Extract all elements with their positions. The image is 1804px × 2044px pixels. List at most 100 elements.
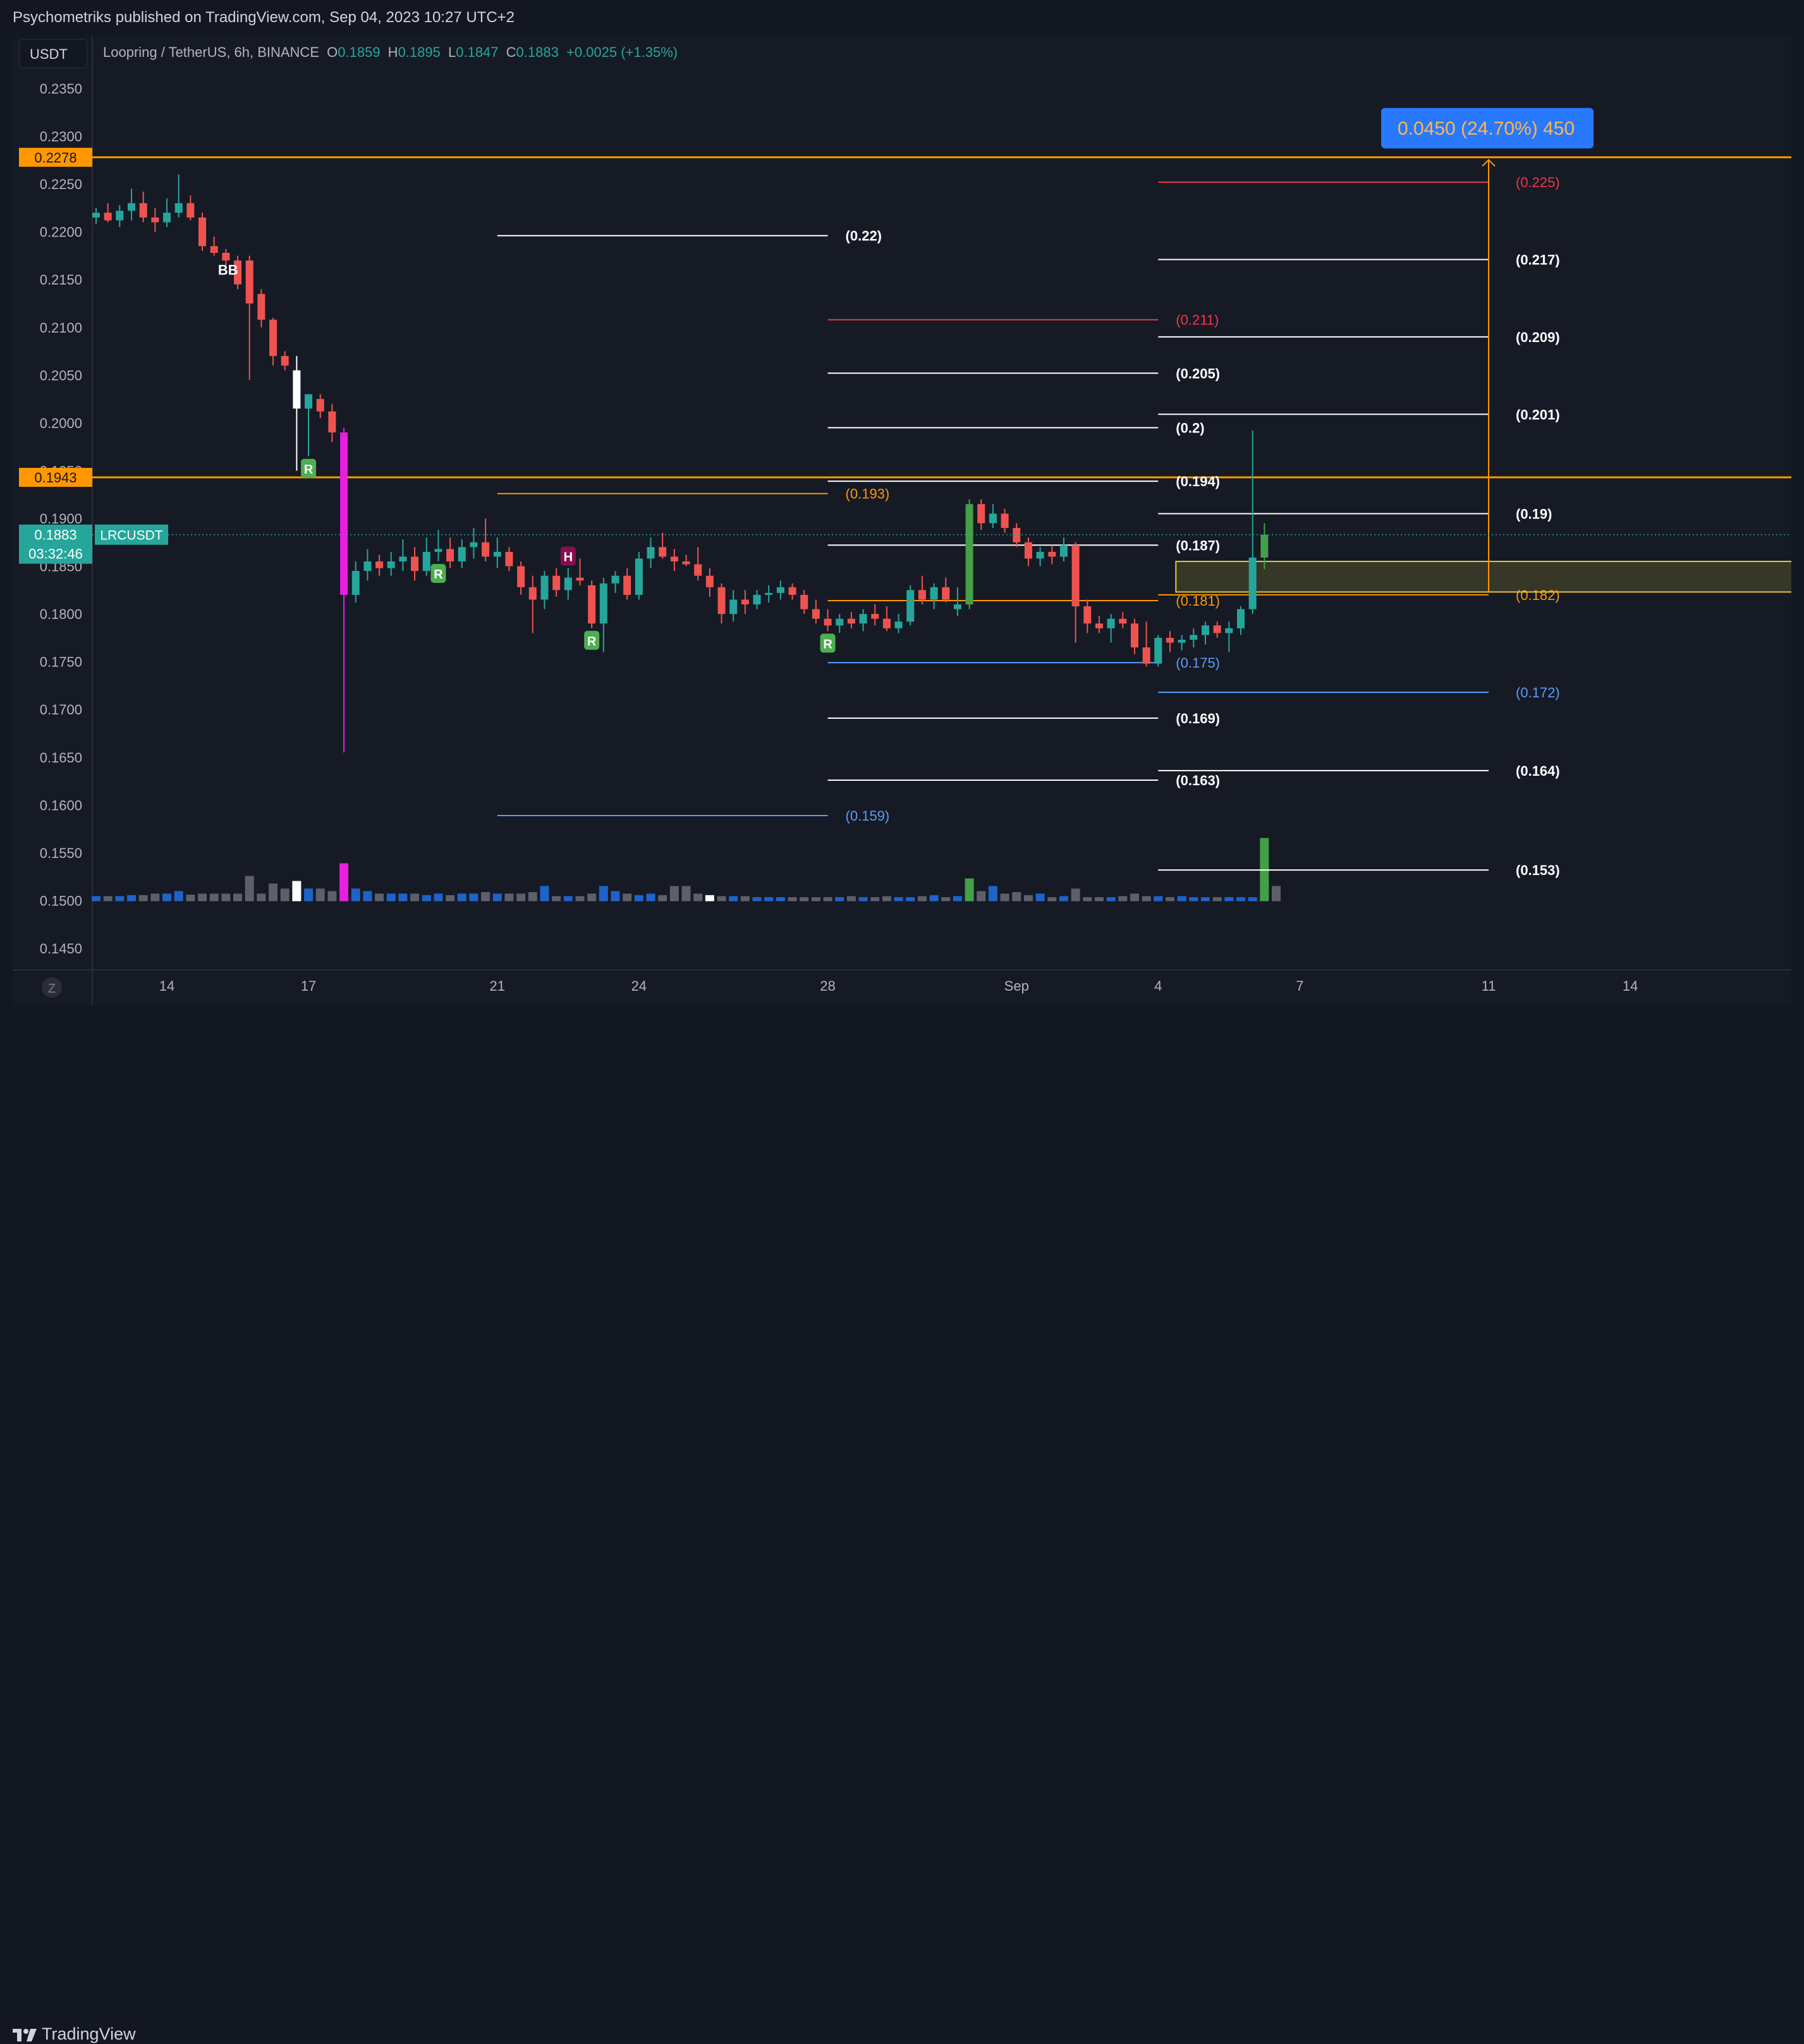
volume-bar: [776, 897, 785, 902]
volume-bar: [221, 893, 231, 902]
candle-body: [859, 614, 867, 624]
timezone-button-label: Z: [48, 982, 56, 996]
candle-body: [517, 566, 525, 587]
fib-level-label: (0.153): [1516, 862, 1560, 878]
price-axis-tick: 0.1700: [40, 702, 82, 718]
candle-body: [245, 260, 253, 303]
candle-body: [989, 513, 997, 523]
candle-body: [847, 618, 855, 624]
symbol-tag-bg: [95, 524, 168, 545]
chart-canvas[interactable]: 0.2350 0.2300 0.2250 0.2200 0.2150 0.2100 0.20…: [13, 37, 1791, 1005]
time-axis-tick: 14: [159, 978, 174, 994]
tradingview-logo-icon: [13, 2028, 37, 2041]
candle-body: [340, 432, 348, 595]
volume-bar: [977, 891, 986, 902]
candle-body: [576, 577, 584, 581]
fib-level-label: (0.209): [1516, 329, 1560, 345]
volume-bar: [162, 893, 172, 902]
candle-body: [882, 618, 891, 628]
price-axis-tick: 0.2350: [40, 81, 82, 97]
price-axis-tick: 0.1800: [40, 606, 82, 622]
fib-level-label: (0.19): [1516, 506, 1552, 522]
volume-bar: [1224, 897, 1234, 902]
candle-body: [351, 571, 360, 595]
volume-bar: [611, 891, 620, 902]
fib-level-label: (0.163): [1176, 773, 1220, 788]
volume-bar: [540, 886, 549, 902]
volume-bar: [315, 888, 325, 902]
candle-body: [139, 203, 147, 217]
volume-bar: [386, 893, 396, 902]
candle-body: [1260, 534, 1269, 558]
candle-body: [918, 590, 926, 600]
chart-pane[interactable]: 0.2350 0.2300 0.2250 0.2200 0.2150 0.2100 0.20…: [13, 37, 1791, 1005]
legend-low: 0.1847: [456, 44, 499, 60]
legend-c-label: C: [506, 44, 516, 60]
candle-body: [1142, 647, 1150, 664]
symbol-search-button[interactable]: USDT: [19, 39, 87, 68]
volume-bar: [457, 893, 466, 902]
volume-bar: [434, 893, 443, 902]
volume-bar: [1177, 896, 1186, 902]
volume-bar: [233, 893, 243, 902]
volume-bar: [304, 888, 314, 902]
candle-body: [1166, 637, 1174, 643]
volume-bar: [646, 893, 655, 902]
price-axis-tick: 0.1450: [40, 941, 82, 957]
price-axis-tick: 0.2050: [40, 367, 82, 383]
candle-body: [717, 587, 726, 615]
top-bar: Psychometriks published on TradingView.c…: [0, 0, 1804, 38]
candle-body: [375, 561, 384, 568]
legend-title: Loopring / TetherUS, 6h, BINANCE: [103, 44, 319, 60]
candle-body: [1071, 545, 1080, 607]
volume-bar: [882, 896, 891, 902]
fib-level-label: (0.205): [1176, 365, 1220, 381]
candle-body: [128, 203, 136, 211]
candle-body: [871, 614, 879, 619]
candle-body: [528, 587, 537, 600]
candle-body: [387, 561, 395, 568]
price-axis-tick: 0.2250: [40, 176, 82, 192]
volume-bar: [280, 888, 289, 902]
timezone-button[interactable]: [42, 977, 62, 998]
volume-bar: [150, 893, 160, 902]
volume-bar: [327, 891, 337, 902]
volume-bar: [269, 883, 278, 902]
candle-body: [1190, 635, 1198, 640]
volume-bar: [835, 897, 844, 902]
candle-body: [824, 618, 832, 626]
fib-level-label: (0.194): [1176, 474, 1220, 489]
volume-bar: [245, 876, 254, 902]
price-axis-tick: 0.2100: [40, 320, 82, 336]
price-axis-tick: 0.1650: [40, 750, 82, 766]
current-price-label-bg: [19, 524, 92, 564]
fib-level-label: (0.175): [1176, 655, 1220, 671]
candle-body: [1001, 513, 1009, 529]
position-box[interactable]: [1175, 561, 1791, 593]
candle-body: [293, 370, 301, 409]
candle-body: [493, 551, 501, 557]
volume-bar: [823, 897, 832, 902]
volume-bar: [469, 893, 478, 902]
volume-bar: [858, 897, 868, 902]
volume-bar: [1000, 893, 1009, 902]
candle-body: [151, 217, 159, 223]
volume-bar: [941, 897, 951, 902]
candle-body: [234, 260, 242, 285]
tradingview-logo[interactable]: TradingView: [13, 2024, 136, 2044]
volume-bar: [705, 895, 714, 902]
fib-level-label: (0.169): [1176, 711, 1220, 726]
candle-body: [305, 394, 313, 409]
bar-countdown: 03:32:46: [28, 546, 83, 562]
candle-body: [659, 547, 667, 557]
candle-body: [458, 547, 466, 561]
volume-bar: [917, 896, 927, 902]
candle-body: [257, 293, 265, 320]
price-axis-tick: 0.1550: [40, 845, 82, 861]
time-axis-tick: 4: [1154, 978, 1162, 994]
candle-body: [670, 556, 678, 561]
candle-body: [894, 621, 903, 628]
candle-body: [1059, 545, 1068, 557]
volume-bar: [563, 896, 573, 902]
candle-body: [1095, 623, 1103, 628]
